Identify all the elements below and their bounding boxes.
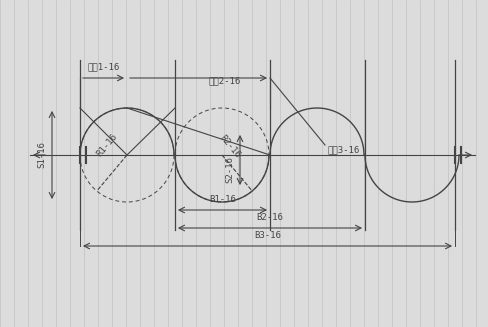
Text: B3-16: B3-16 [254, 231, 281, 240]
Text: 倾角3-16: 倾角3-16 [328, 146, 360, 154]
Text: B2-16: B2-16 [257, 213, 284, 222]
Text: R2-16: R2-16 [218, 134, 242, 160]
Text: S2-16: S2-16 [225, 157, 235, 183]
Text: 倾角1-16: 倾角1-16 [87, 62, 120, 71]
Text: 倾角2-16: 倾角2-16 [208, 76, 241, 85]
Text: R1-16: R1-16 [95, 132, 119, 158]
Text: B1-16: B1-16 [209, 195, 236, 204]
Text: S1-16: S1-16 [38, 142, 46, 168]
